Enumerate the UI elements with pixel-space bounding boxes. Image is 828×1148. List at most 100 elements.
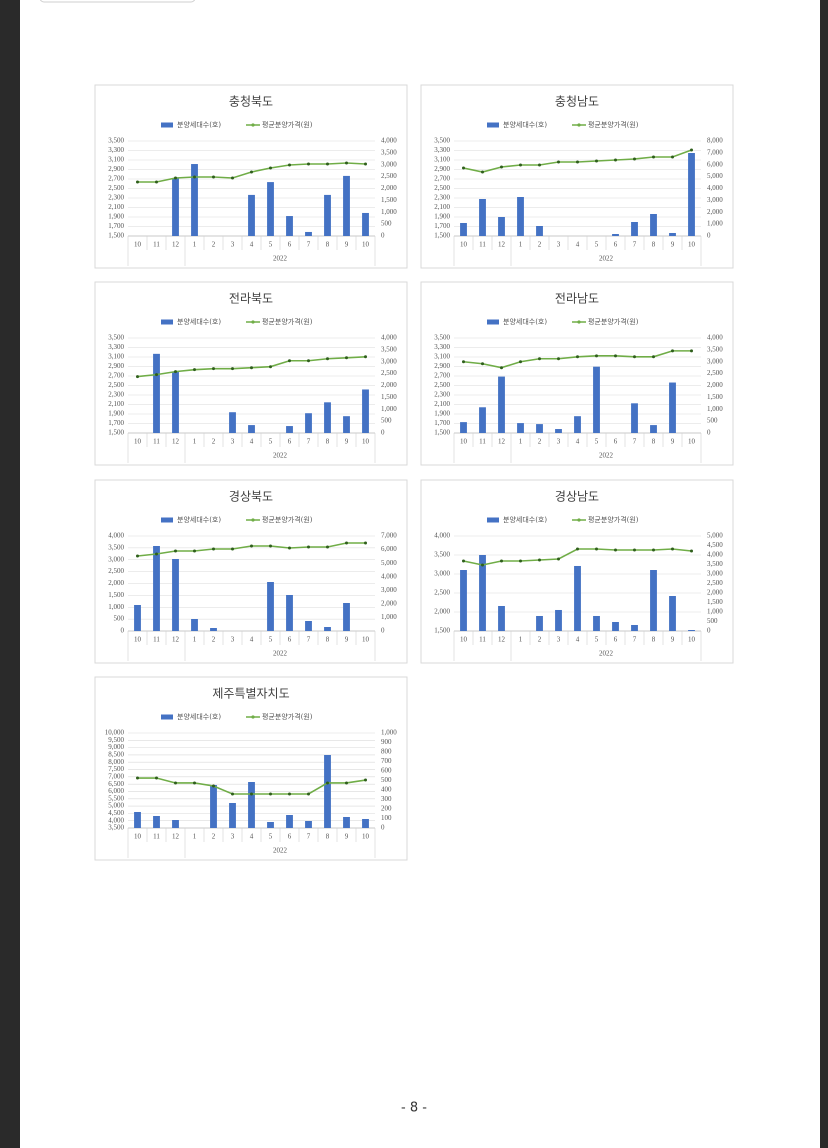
x-tick-label: 4 [250, 438, 254, 446]
y-tick-label: 3,100 [108, 156, 124, 164]
y2-tick-label: 5,000 [707, 532, 723, 540]
x-tick-label: 11 [153, 833, 160, 841]
y-tick-label: 1,000 [108, 603, 124, 611]
y-tick-label: 2,500 [434, 184, 450, 192]
legend-swatch [487, 319, 499, 325]
y-tick-label: 2,500 [108, 381, 124, 389]
x-tick-label: 1 [193, 636, 197, 644]
x-tick-label: 7 [307, 241, 311, 249]
y-tick-label: 2,300 [108, 391, 124, 399]
y2-tick-label: 1,500 [707, 393, 723, 401]
line-marker [250, 366, 253, 370]
y-tick-label: 4,000 [434, 532, 450, 540]
x-tick-label: 7 [307, 636, 311, 644]
y2-tick-label: 2,500 [707, 369, 723, 377]
y2-tick-label: 1,000 [707, 608, 723, 616]
line-marker [231, 367, 234, 371]
bar [286, 426, 293, 433]
y2-tick-label: 4,000 [707, 334, 723, 342]
legend-label: 분양세대수(호) [177, 712, 221, 721]
bar [362, 212, 369, 236]
x-tick-label: 10 [362, 636, 370, 644]
x-tick-label: 7 [633, 241, 637, 249]
x-tick-label: 7 [307, 833, 311, 841]
y-tick-label: 2,300 [434, 194, 450, 202]
legend-label: 평균분양가격(원) [588, 120, 639, 129]
line-marker [212, 175, 215, 179]
bar [229, 412, 236, 433]
x-tick-label: 11 [153, 241, 160, 249]
x-tick-label: 3 [557, 438, 561, 446]
chart-title: 경상남도 [555, 490, 599, 504]
y-tick-label: 1,500 [108, 591, 124, 599]
bar [286, 594, 293, 631]
y2-tick-label: 3,000 [381, 160, 397, 168]
bar [498, 217, 505, 236]
y2-tick-label: 3,500 [707, 560, 723, 568]
y2-tick-label: 3,000 [707, 570, 723, 578]
legend-marker [577, 518, 581, 522]
line-marker [269, 792, 272, 796]
line-marker [538, 163, 541, 167]
bar [305, 820, 312, 828]
y-tick-label: 1,900 [434, 213, 450, 221]
bar [191, 619, 198, 631]
line-marker [231, 792, 234, 796]
y-tick-label: 2,500 [434, 381, 450, 389]
x-tick-label: 1 [519, 438, 523, 446]
line-marker [633, 548, 636, 552]
y2-tick-label: 800 [381, 748, 392, 756]
y-tick-label: 3,500 [434, 551, 450, 559]
line-marker [690, 148, 693, 152]
x-tick-label: 5 [269, 438, 273, 446]
bar [669, 232, 676, 236]
line-marker [326, 357, 329, 361]
y2-tick-label: 1,000 [707, 220, 723, 228]
line-marker [212, 784, 215, 788]
chart-title: 충청남도 [555, 95, 599, 109]
y2-tick-label: 2,500 [707, 579, 723, 587]
line-marker [614, 354, 617, 358]
y2-tick-label: 7,000 [381, 532, 397, 540]
line-marker [595, 547, 598, 551]
x-tick-label: 6 [614, 241, 618, 249]
y-tick-label: 3,300 [108, 343, 124, 351]
bar [460, 422, 467, 433]
bar [479, 198, 486, 236]
line-marker [595, 159, 598, 163]
y-tick-label: 2,900 [434, 362, 450, 370]
bar [593, 366, 600, 433]
y-tick-label: 1,500 [108, 429, 124, 437]
y-tick-label: 3,500 [108, 824, 124, 832]
chart-title: 제주특별자치도 [212, 687, 289, 701]
line-marker [500, 559, 503, 563]
legend-marker [251, 320, 255, 324]
x-tick-label: 1 [193, 438, 197, 446]
legend-label: 평균분양가격(원) [262, 317, 313, 326]
x-tick-label: 5 [269, 636, 273, 644]
y-tick-label: 2,300 [108, 194, 124, 202]
legend-label: 평균분양가격(원) [262, 120, 313, 129]
x-tick-label: 8 [326, 241, 330, 249]
line-marker [345, 541, 348, 545]
legend-label: 분양세대수(호) [177, 120, 221, 129]
x-tick-label: 11 [153, 636, 160, 644]
x-group-label: 2022 [273, 650, 288, 658]
line-marker [690, 349, 693, 353]
y2-tick-label: 2,000 [707, 589, 723, 597]
y2-tick-label: 6,000 [381, 545, 397, 553]
x-tick-label: 5 [595, 241, 599, 249]
bar [248, 194, 255, 236]
y-tick-label: 2,100 [108, 203, 124, 211]
y-tick-label: 0 [121, 627, 125, 635]
x-tick-label: 10 [134, 833, 142, 841]
y-tick-label: 3,100 [434, 353, 450, 361]
y2-tick-label: 2,000 [381, 599, 397, 607]
top-tab [39, 0, 196, 3]
x-tick-label: 11 [153, 438, 160, 446]
y-tick-label: 2,500 [108, 184, 124, 192]
x-tick-label: 11 [479, 438, 486, 446]
x-tick-label: 7 [307, 438, 311, 446]
